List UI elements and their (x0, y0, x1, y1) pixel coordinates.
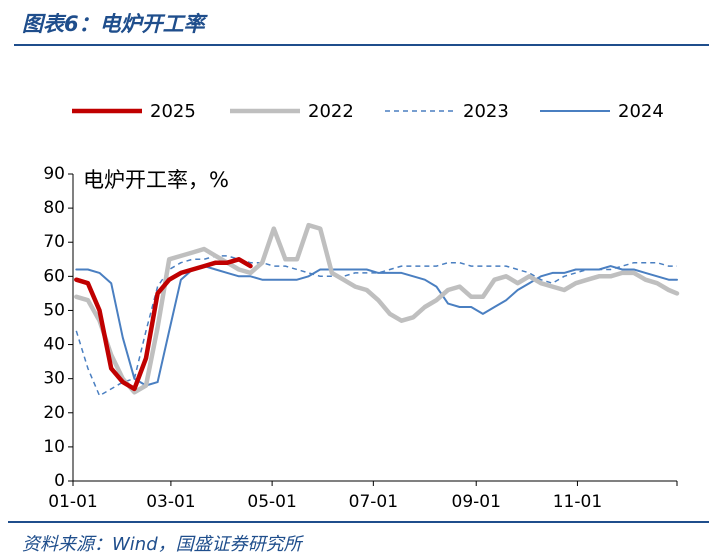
y-tick-label: 80 (43, 198, 65, 218)
legend: 2025 2022 2023 2024 (72, 101, 664, 122)
series-line-2024 (75, 265, 678, 387)
y-tick-label: 20 (43, 403, 65, 423)
legend-label-2022: 2022 (308, 101, 354, 122)
x-tick-label: 01-01 (48, 492, 97, 512)
y-axis-label: 电炉开工率，% (83, 168, 229, 192)
series-line-2022 (74, 222, 680, 395)
series-lines (74, 222, 680, 397)
figure-title: 图表6：电炉开工率 (22, 12, 205, 36)
y-tick-label: 10 (43, 437, 65, 457)
y-tick-label: 30 (43, 369, 65, 389)
source-rule (8, 521, 709, 523)
chart: 2025 2022 2023 2024 电炉开工率，% 0 10 20 30 40 50 60 70… (43, 101, 680, 512)
y-tick-label: 60 (43, 266, 65, 286)
x-tick-label: 11-01 (553, 492, 602, 512)
x-tick-label: 09-01 (452, 492, 501, 512)
title-rule (14, 44, 709, 46)
series-line-2023 (75, 255, 677, 397)
source-note: 资料来源：Wind，国盛证券研究所 (22, 534, 302, 555)
y-tick-label: 90 (43, 164, 65, 184)
y-tick-label: 40 (43, 335, 65, 355)
y-tick-label: 0 (54, 471, 65, 491)
series-line-2025 (74, 257, 253, 392)
y-tick-label: 70 (43, 232, 65, 252)
x-tick-label: 03-01 (146, 492, 195, 512)
axes: 0 10 20 30 40 50 60 70 80 90 01-01 03-01 05-01 07-01 0… (43, 164, 678, 512)
legend-label-2024: 2024 (618, 101, 664, 122)
y-tick-label: 50 (43, 300, 65, 320)
legend-label-2025: 2025 (150, 101, 196, 122)
x-tick-label: 05-01 (247, 492, 296, 512)
legend-label-2023: 2023 (463, 101, 509, 122)
x-tick-label: 07-01 (349, 492, 398, 512)
